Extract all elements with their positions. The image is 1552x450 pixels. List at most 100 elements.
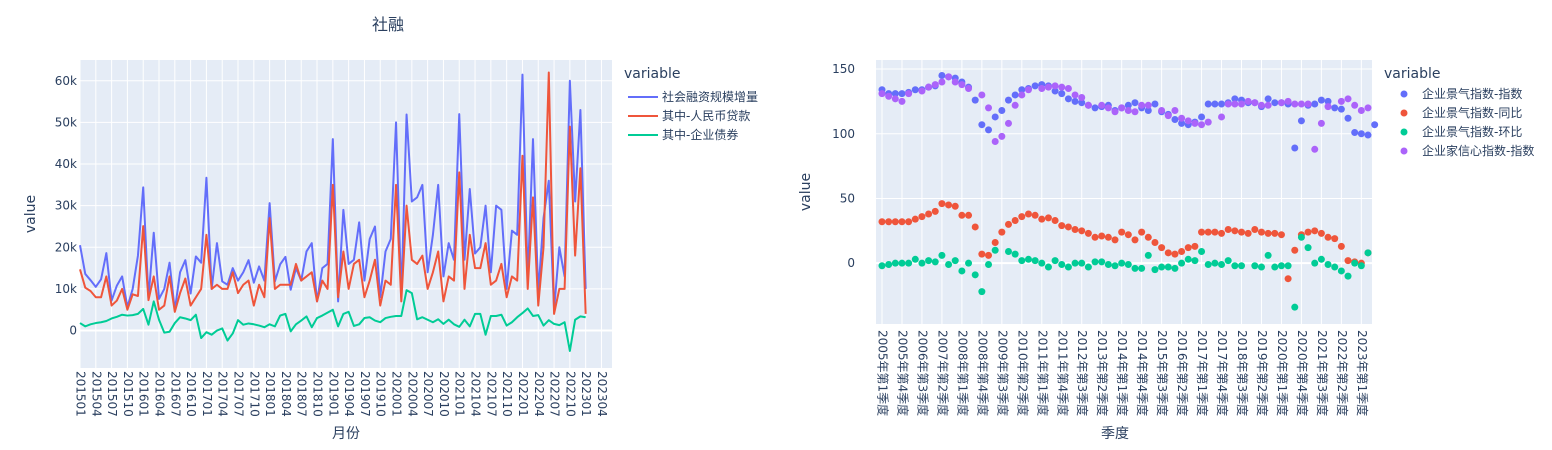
right-series-point-0 xyxy=(1058,90,1066,98)
right-series-point-2 xyxy=(1331,263,1339,271)
right-series-point-2 xyxy=(1078,259,1086,267)
right-series-point-1 xyxy=(991,238,999,246)
right-x-tick-label: 2008年第1季度 xyxy=(955,330,970,416)
right-series-point-2 xyxy=(1058,260,1066,268)
right-series-point-2 xyxy=(1238,262,1246,270)
right-series-point-2 xyxy=(1118,259,1126,267)
left-legend-label: 社会融资规模增量 xyxy=(662,89,758,104)
left-series-line-1 xyxy=(79,71,587,315)
right-series-point-2 xyxy=(945,260,953,268)
right-series-point-2 xyxy=(1291,303,1299,311)
right-series-point-1 xyxy=(1064,223,1072,231)
right-legend-swatch[interactable] xyxy=(1400,109,1408,117)
right-series-point-1 xyxy=(891,218,899,226)
right-series-point-3 xyxy=(1351,101,1359,109)
right-series-point-0 xyxy=(1211,100,1219,108)
right-series-point-3 xyxy=(1191,119,1199,127)
right-series-point-0 xyxy=(1271,99,1279,107)
right-x-tick-label: 2018年第3季度 xyxy=(1235,330,1250,416)
right-series-point-1 xyxy=(1344,257,1352,265)
right-series-point-1 xyxy=(918,213,926,221)
right-series-point-3 xyxy=(1098,101,1106,109)
left-x-tick-label: 202201 xyxy=(516,371,530,417)
right-series-point-1 xyxy=(1111,236,1119,244)
right-series-point-3 xyxy=(1291,100,1299,108)
right-series-point-2 xyxy=(1317,255,1325,263)
left-x-tick-label: 202004 xyxy=(405,371,419,417)
right-series-point-2 xyxy=(1111,262,1119,270)
right-series-point-2 xyxy=(1357,262,1365,270)
right-series-point-1 xyxy=(1024,210,1032,218)
right-series-point-3 xyxy=(978,91,986,99)
left-x-tick-label: 202001 xyxy=(390,371,404,417)
right-series-point-0 xyxy=(891,90,899,98)
right-series-point-0 xyxy=(998,106,1006,114)
left-x-tick-label: 201510 xyxy=(121,371,135,417)
right-series-point-0 xyxy=(1011,91,1019,99)
right-legend-label: 企业家信心指数-指数 xyxy=(1422,143,1534,158)
right-series-point-0 xyxy=(1311,100,1319,108)
right-series-point-3 xyxy=(965,84,973,92)
right-series-point-1 xyxy=(1124,231,1132,239)
right-series-point-2 xyxy=(918,259,926,267)
left-x-tick-label: 202104 xyxy=(469,371,483,417)
right-x-tick-label: 2017年第1季度 xyxy=(1195,330,1210,416)
right-series-point-2 xyxy=(991,246,999,254)
right-series-point-0 xyxy=(971,96,979,104)
right-series-point-3 xyxy=(1024,86,1032,94)
right-series-point-2 xyxy=(1178,259,1186,267)
right-series-point-3 xyxy=(1084,101,1092,109)
right-series-point-2 xyxy=(971,271,979,279)
right-x-tick-label: 2020年第1季度 xyxy=(1275,330,1290,416)
left-x-tick-label: 202107 xyxy=(484,371,498,417)
right-legend-swatch[interactable] xyxy=(1400,147,1408,155)
right-x-tick-label: 2016年第2季度 xyxy=(1175,330,1190,416)
right-series-point-1 xyxy=(1104,233,1112,241)
left-legend-label: 其中-企业债券 xyxy=(662,127,738,142)
right-legend-swatch[interactable] xyxy=(1400,90,1408,98)
right-series-point-3 xyxy=(918,87,926,95)
left-x-tick-label: 201701 xyxy=(200,371,214,417)
right-series-point-1 xyxy=(911,215,919,223)
left-x-tick-label: 201601 xyxy=(137,371,151,417)
right-series-point-3 xyxy=(958,81,966,89)
right-series-point-2 xyxy=(1031,257,1039,265)
right-series-point-2 xyxy=(1011,250,1019,258)
right-series-point-3 xyxy=(1317,119,1325,127)
right-series-point-2 xyxy=(1131,264,1139,272)
right-series-point-2 xyxy=(1064,263,1072,271)
left-y-tick-label: 60k xyxy=(55,74,77,88)
right-series-point-1 xyxy=(1224,226,1232,234)
right-x-tick-label: 2015年第3季度 xyxy=(1155,330,1170,416)
right-series-point-2 xyxy=(938,251,946,259)
right-series-point-3 xyxy=(1004,119,1012,127)
right-series-point-0 xyxy=(1018,86,1026,94)
left-y-axis-title: value xyxy=(23,195,39,233)
right-series-point-1 xyxy=(1084,229,1092,237)
right-series-point-1 xyxy=(1238,228,1246,236)
right-series-point-1 xyxy=(1138,228,1146,236)
right-legend-swatch[interactable] xyxy=(1400,128,1408,136)
left-x-tick-label: 201904 xyxy=(342,371,356,417)
right-series-point-0 xyxy=(911,86,919,94)
right-series-point-1 xyxy=(1218,229,1226,237)
right-series-point-3 xyxy=(1238,100,1246,108)
right-series-point-1 xyxy=(1031,211,1039,219)
right-series-point-0 xyxy=(1324,97,1332,105)
right-series-point-3 xyxy=(1224,100,1232,108)
right-series-point-1 xyxy=(1211,228,1219,236)
right-x-tick-label: 2023年第1季度 xyxy=(1355,330,1370,416)
right-series-point-3 xyxy=(1064,84,1072,92)
right-x-tick-label: 2014年第4季度 xyxy=(1135,330,1150,416)
right-series-point-1 xyxy=(1317,229,1325,237)
right-x-tick-label: 2008年第4季度 xyxy=(975,330,990,416)
right-series-point-0 xyxy=(1364,131,1372,139)
right-series-point-3 xyxy=(991,138,999,146)
right-x-tick-label: 2014年第1季度 xyxy=(1115,330,1130,416)
left-x-tick-label: 202010 xyxy=(437,371,451,417)
right-series-point-0 xyxy=(938,72,946,80)
right-series-point-3 xyxy=(1078,94,1086,102)
right-series-point-3 xyxy=(1011,101,1019,109)
right-series-point-3 xyxy=(1178,114,1186,122)
